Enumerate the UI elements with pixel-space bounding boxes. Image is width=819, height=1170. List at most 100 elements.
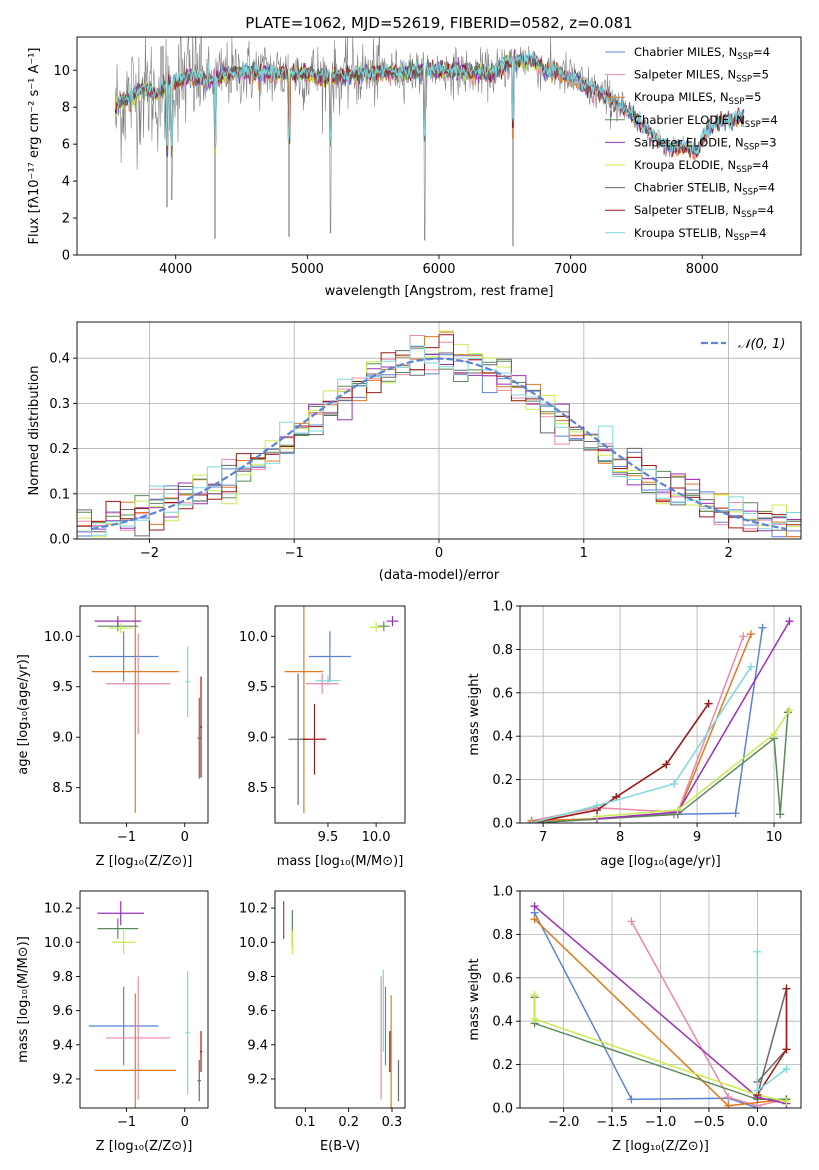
weight-point-marker: [673, 805, 682, 814]
x-tick-label: 0: [181, 1115, 189, 1130]
weight-point-marker: [753, 1086, 762, 1095]
spectrum-model-line: [117, 50, 745, 156]
plot-area: [530, 902, 791, 1108]
y-tick-label: 8: [62, 101, 70, 116]
y-tick-label: 0.4: [49, 352, 70, 367]
y-tick-label: 0.0: [492, 817, 513, 832]
x-tick-label: 7: [539, 830, 547, 845]
y-tick-label: 9.5: [52, 680, 73, 695]
panel-residuals: −2 −1 0 1 2 0.0 0.1 0.2 0.3 0.4 𝒩(0, 1) (data-model…: [27, 321, 802, 583]
weight-point-marker: [627, 917, 636, 926]
x-tick-label: 8: [616, 830, 624, 845]
x-tick-label: −0.5: [693, 1115, 725, 1130]
weight-point-marker: [592, 801, 601, 810]
x-tick-label: 10: [766, 830, 783, 845]
y-axis-label: mass weight: [467, 673, 482, 755]
y-tick-label: 10.2: [44, 902, 73, 917]
weight-point-marker: [739, 632, 748, 641]
weight-point-marker: [530, 902, 539, 911]
y-axis-label: mass weight: [467, 958, 482, 1040]
chart-title: PLATE=1062, MJD=52619, FIBERID=0582, z=0…: [245, 14, 632, 32]
x-axis-label: Z [log₁₀(Z/Z⊙)]: [96, 854, 193, 869]
axes-frame: [79, 605, 209, 824]
legend-label: Kroupa STELIB, NSSP=4: [634, 226, 766, 243]
y-tick-label: 0.0: [49, 533, 70, 548]
legend: Chabrier MILES, NSSP=4 Salpeter MILES, NS…: [605, 45, 778, 243]
weight-point-marker: [731, 809, 740, 818]
weight-point-marker: [782, 1097, 791, 1106]
weight-point-marker: [669, 779, 678, 788]
y-tick-label: 10.0: [239, 936, 268, 951]
legend-label: Kroupa ELODIE, NSSP=4: [634, 158, 769, 175]
spectrum-data-line: [114, 37, 627, 247]
legend-label: Salpeter ELODIE, NSSP=3: [634, 135, 777, 152]
x-tick-label: −2: [140, 546, 159, 561]
panel-weight_vs_age: 7 8 9 10 0.0 0.2 0.4 0.6 0.8 1.0 age [log₁₀(age/yr…: [467, 600, 802, 869]
y-tick-label: 9.0: [247, 731, 268, 746]
weight-point-marker: [746, 662, 755, 671]
histogram-series: [77, 334, 801, 532]
y-tick-label: 2: [62, 212, 70, 227]
x-tick-label: 0.0: [747, 1115, 768, 1130]
weight-point-marker: [776, 810, 785, 819]
y-tick-label: 0.6: [492, 971, 513, 986]
y-tick-label: 9.8: [247, 970, 268, 985]
y-tick-label: 0.8: [492, 928, 513, 943]
x-tick-label: 7000: [554, 262, 587, 277]
weight-point-marker: [782, 984, 791, 993]
y-tick-label: 9.4: [247, 1038, 268, 1053]
x-tick-label: 0.1: [295, 1115, 316, 1130]
panel-mass_vs_Z: −1 0 9.2 9.4 9.6 9.8 10.0 10.2 Z [log₁₀(Z/Z⊙)] ma…: [16, 890, 209, 1154]
y-axis-label: age [log₁₀(age/yr)]: [16, 654, 31, 775]
y-axis-label: mass [log₁₀(M/M⊙)]: [16, 936, 31, 1063]
y-tick-label: 0.1: [49, 487, 70, 502]
panel-mass_vs_EBV: 0.1 0.2 0.3 9.2 9.4 9.6 9.8 10.0 10.2 E(B-V): [239, 890, 406, 1154]
y-tick-label: 0.8: [492, 643, 513, 658]
y-tick-label: 9.5: [247, 680, 268, 695]
y-tick-label: 8.5: [52, 781, 73, 796]
axes-frame: [79, 890, 209, 1109]
y-tick-label: 10.2: [239, 902, 268, 917]
weight-series-line: [533, 912, 758, 1108]
panel-age_vs_mass: 9.5 10.0 8.5 9.0 9.5 10.0 mass [log₁₀(M/M⊙)]: [239, 605, 406, 869]
y-tick-label: 0.0: [492, 1102, 513, 1117]
x-axis-label: mass [log₁₀(M/M⊙)]: [277, 854, 404, 869]
axes-frame: [274, 605, 406, 824]
legend-label: Kroupa MILES, NSSP=5: [634, 90, 761, 107]
y-tick-label: 1.0: [492, 600, 513, 615]
weight-point-marker: [782, 1064, 791, 1073]
x-tick-label: 9.5: [318, 830, 339, 845]
y-tick-label: 9.4: [52, 1038, 73, 1053]
y-tick-label: 0.2: [492, 773, 513, 788]
histogram-series: [77, 345, 801, 536]
weight-point-marker: [724, 1101, 733, 1108]
x-tick-label: 2: [724, 546, 732, 561]
axes-frame: [274, 890, 406, 1109]
x-tick-label: −1: [117, 830, 136, 845]
x-tick-label: 10.0: [362, 830, 391, 845]
weight-point-marker: [530, 991, 539, 1000]
weight-series-line: [596, 620, 791, 820]
weight-point-marker: [662, 760, 671, 769]
plot-area: [88, 606, 203, 813]
y-tick-label: 0.4: [492, 1015, 513, 1030]
y-tick-label: 4: [62, 175, 70, 190]
x-tick-label: 0.2: [338, 1115, 359, 1130]
y-tick-label: 9.6: [247, 1004, 268, 1019]
x-tick-label: 9: [693, 830, 701, 845]
weight-point-marker: [785, 617, 794, 626]
plot-area: [114, 37, 745, 247]
x-tick-label: −1.5: [596, 1115, 628, 1130]
y-tick-label: 10.0: [239, 630, 268, 645]
x-tick-label: 1: [580, 546, 588, 561]
y-axis-label: Flux [fλ10⁻¹⁷ erg cm⁻² s⁻¹ A⁻¹]: [27, 48, 42, 245]
x-tick-label: 6000: [422, 262, 455, 277]
axes-frame: [76, 321, 802, 540]
y-tick-label: 10: [53, 64, 70, 79]
weight-point-marker: [530, 915, 539, 924]
plot-area: [77, 330, 801, 538]
weight-series-line: [533, 995, 787, 1103]
axes-frame: [519, 605, 802, 824]
x-axis-label: E(B-V): [320, 1139, 360, 1154]
